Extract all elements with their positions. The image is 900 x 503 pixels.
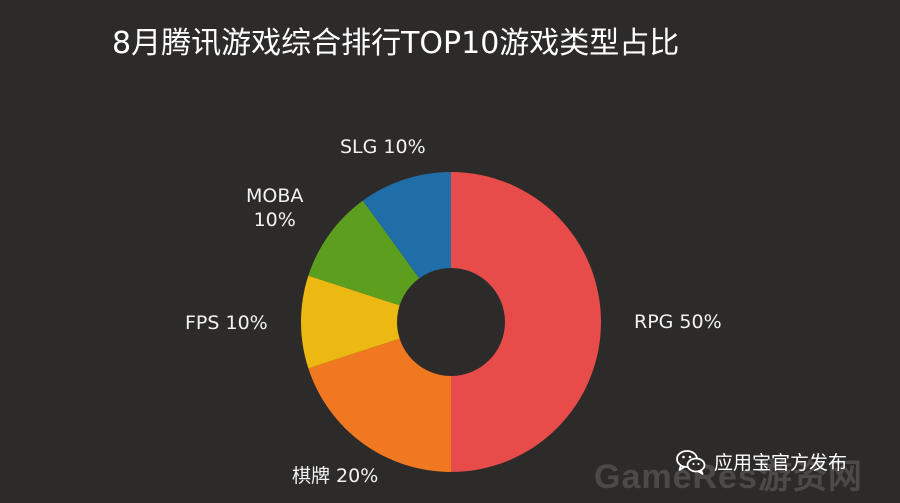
- wechat-icon: [676, 449, 706, 475]
- wechat-badge: 应用宝官方发布: [676, 448, 847, 475]
- donut-hole: [397, 268, 505, 376]
- chart-title: 8月腾讯游戏综合排行TOP10游戏类型占比: [112, 26, 680, 61]
- slice-label-qipai: 棋牌 20%: [292, 465, 379, 487]
- slice-label-moba-name: MOBA: [246, 185, 304, 207]
- slice-label-fps: FPS 10%: [185, 312, 268, 334]
- slice-label-moba-value: 10%: [253, 209, 296, 231]
- slice-label-rpg: RPG 50%: [634, 311, 722, 333]
- slice-rpg: [451, 172, 601, 472]
- wechat-publisher-text: 应用宝官方发布: [714, 452, 848, 474]
- slice-label-moba: MOBA 10%: [246, 184, 303, 232]
- slice-label-slg: SLG 10%: [340, 136, 426, 158]
- slice-fps: [301, 275, 451, 369]
